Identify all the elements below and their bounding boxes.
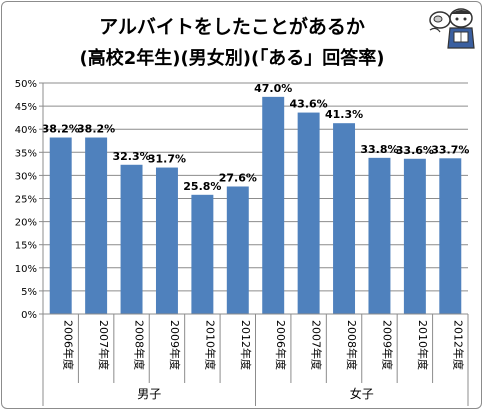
data-labels: 38.2%38.2% 32.3%31.7% 25.8%27.6% 47.0% 43.6%… [42, 82, 470, 193]
x-tick-label: 2006年度 [274, 320, 288, 370]
data-label: 38.2% [42, 123, 80, 136]
data-label: 27.6% [219, 171, 257, 184]
data-label: 47.0% [254, 82, 292, 95]
data-label: 41.3% [325, 108, 363, 121]
bar [49, 137, 72, 314]
chart-subtitle: (高校2年生)(男女別)(「ある」回答率) [79, 48, 385, 69]
y-tick-label: 0% [21, 310, 37, 321]
bar [297, 112, 320, 315]
x-tick-label: 2010年度 [416, 320, 430, 370]
bar [333, 123, 356, 314]
bar [120, 164, 143, 314]
y-tick-label: 35% [15, 148, 37, 159]
x-tick-label: 2007年度 [97, 320, 111, 370]
group-label: 男子 [137, 387, 161, 401]
bar [85, 137, 108, 314]
data-label: 31.7% [148, 153, 186, 166]
data-label: 38.2% [77, 123, 115, 136]
data-label: 33.6% [396, 144, 434, 157]
bar [226, 186, 249, 314]
x-tick-label: 2006年度 [62, 320, 76, 370]
x-tick-label: 2009年度 [168, 320, 182, 370]
x-tick-label: 2012年度 [239, 320, 253, 370]
group-label: 女子 [350, 386, 374, 401]
x-tick-label: 2008年度 [133, 320, 147, 370]
mascot-illustration [429, 8, 475, 49]
y-tick-label: 20% [15, 218, 37, 229]
x-tick-label: 2009年度 [380, 320, 394, 370]
data-label: 25.8% [183, 180, 221, 193]
x-tick-label: 2010年度 [203, 320, 217, 370]
x-tick-label: 2007年度 [310, 320, 324, 370]
y-tick-label: 5% [21, 287, 37, 298]
bar [262, 96, 285, 314]
bar [155, 167, 178, 314]
y-tick-label: 45% [15, 102, 37, 113]
chart-title: アルバイトをしたことがあるか [99, 16, 365, 38]
data-label: 32.3% [112, 150, 150, 163]
y-tick-label: 50% [15, 79, 37, 90]
bar [439, 158, 462, 314]
data-label: 43.6% [290, 98, 328, 111]
data-label: 33.7% [431, 143, 469, 156]
y-tick-label: 40% [15, 125, 37, 136]
axes: 0% 5% 10% 15% 20% 25% 30% 35% 40% 45% 50% 2006年度 200… [15, 79, 469, 406]
data-label: 33.8% [360, 143, 398, 156]
y-tick-label: 30% [15, 171, 37, 182]
x-tick-label: 2012年度 [451, 320, 465, 370]
y-tick-label: 10% [15, 264, 37, 275]
y-tick-label: 15% [15, 241, 37, 252]
bar [191, 194, 214, 314]
bar [368, 157, 391, 314]
x-tick-label: 2008年度 [345, 320, 359, 370]
grid-lines [43, 82, 468, 315]
bar [403, 158, 426, 314]
bars [49, 96, 462, 315]
y-tick-label: 25% [15, 195, 37, 206]
